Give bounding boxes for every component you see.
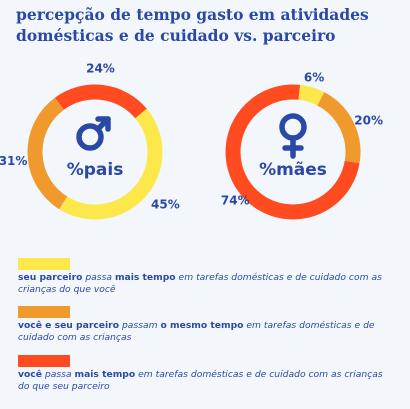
legend-text-part: mais tempo: [74, 369, 136, 380]
chart-title-line-2: domésticas e de cuidado vs. parceiro: [16, 26, 336, 45]
slice-percent-label: 74%: [221, 193, 250, 207]
legend-text-part: passam: [121, 320, 158, 331]
donut-slice: [225, 84, 360, 220]
legend-text-part: o mesmo tempo: [160, 320, 244, 331]
slice-percent-label: 20%: [354, 113, 383, 127]
donut-chart-pais: 45% 31% 24% %pais: [0, 62, 180, 220]
donut-slice: [298, 84, 325, 106]
slice-percent-label: 45%: [151, 197, 180, 211]
legend-text-part: você e seu parceiro: [18, 320, 120, 331]
legend-text: você passa mais tempo em tarefas domésti…: [18, 369, 390, 393]
slice-percent-label: 6%: [304, 70, 324, 84]
legend-text-part: em tarefas domésticas e de cuidado com a…: [18, 369, 383, 392]
legend-swatch: [18, 355, 70, 367]
legend-text-part: mais tempo: [114, 272, 176, 283]
legend-text-part: passa: [44, 369, 72, 380]
legend-text: seu parceiro passa mais tempo em tarefas…: [18, 272, 390, 296]
legend-swatch: [18, 258, 70, 270]
donut-chart-maes: 6% 20% 74% %mães: [221, 70, 383, 220]
donut-slice: [27, 97, 68, 210]
donut-slice: [317, 92, 361, 164]
chart-title: percepção de tempo gasto em atividades d…: [16, 4, 406, 46]
donut-slice: [54, 84, 147, 119]
chart-title-line-1: percepção de tempo gasto em atividades: [16, 5, 369, 24]
legend-item-voce-mais: você passa mais tempo em tarefas domésti…: [18, 355, 390, 393]
female-symbol-icon: [279, 113, 307, 159]
legend-text-part: em tarefas domésticas e de cuidado com a…: [18, 320, 375, 343]
legend-text-part: seu parceiro: [18, 272, 83, 283]
donut-slice: [59, 108, 163, 220]
donut-center-label: %pais: [67, 160, 124, 180]
legend-text-part: em tarefas domésticas e de cuidado com a…: [18, 272, 382, 295]
legend-text-part: você: [18, 369, 42, 380]
donut-center-label: %mães: [259, 160, 327, 180]
slice-percent-label: 24%: [86, 62, 115, 76]
male-symbol-icon: [76, 116, 111, 151]
legend-item-mesmo-tempo: você e seu parceiro passam o mesmo tempo…: [18, 306, 390, 344]
legend-text: você e seu parceiro passam o mesmo tempo…: [18, 320, 390, 344]
slice-percent-label: 31%: [0, 154, 27, 168]
legend-swatch: [18, 306, 70, 318]
donut-charts: 45% 31% 24% %pais 6% 20% 74% %mães: [0, 62, 383, 220]
legend-text-part: passa: [85, 272, 113, 283]
legend-item-parceiro-mais: seu parceiro passa mais tempo em tarefas…: [18, 258, 390, 296]
